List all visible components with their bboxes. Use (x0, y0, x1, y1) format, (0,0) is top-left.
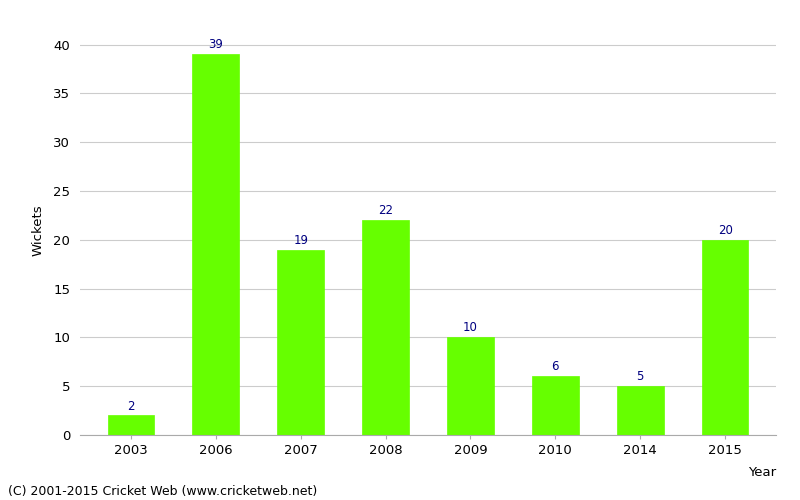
Text: 39: 39 (208, 38, 223, 52)
Bar (278, 250, 324, 435)
Bar (702, 240, 749, 435)
Text: 10: 10 (463, 322, 478, 334)
Bar (532, 376, 578, 435)
Text: 20: 20 (718, 224, 733, 237)
Y-axis label: Wickets: Wickets (32, 204, 45, 256)
Bar (362, 220, 409, 435)
Bar (193, 54, 239, 435)
Bar (107, 416, 154, 435)
Text: Year: Year (748, 466, 776, 478)
Text: 5: 5 (637, 370, 644, 384)
Text: 22: 22 (378, 204, 393, 218)
Bar (617, 386, 663, 435)
Text: 19: 19 (293, 234, 308, 246)
Text: 6: 6 (551, 360, 559, 374)
Text: 2: 2 (127, 400, 134, 412)
Text: (C) 2001-2015 Cricket Web (www.cricketweb.net): (C) 2001-2015 Cricket Web (www.cricketwe… (8, 484, 318, 498)
Bar (447, 338, 494, 435)
